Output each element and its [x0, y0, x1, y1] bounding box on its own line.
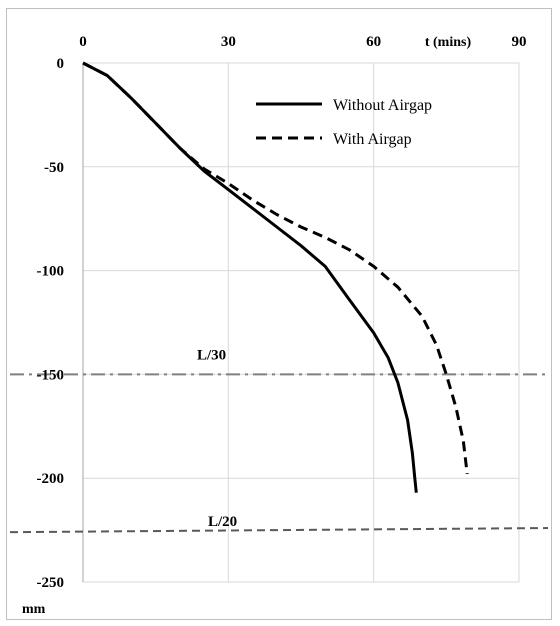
- reference-label-l20: L/20: [208, 514, 237, 530]
- reference-label-l30: L/30: [197, 347, 226, 363]
- x-tick-label: 90: [512, 34, 527, 50]
- x-tick-label: 30: [221, 34, 236, 50]
- series-line-without-airgap: [82, 61, 418, 493]
- data-series: [82, 61, 469, 493]
- legend-label-without-airgap: Without Airgap: [333, 97, 432, 114]
- reference-lines: L/30 L/20: [9, 347, 549, 534]
- tick-labels: 0 -50 -100 -150 -200 -250 0 30 60 90: [37, 34, 527, 591]
- reference-line-l20: [9, 527, 549, 534]
- legend: Without Airgap With Airgap: [256, 97, 432, 148]
- x-axis-label: t (mins): [425, 35, 472, 50]
- x-tick-label: 60: [366, 34, 381, 50]
- series-line-with-airgap: [82, 61, 469, 475]
- x-tick-label: 0: [79, 34, 87, 50]
- grid: [82, 62, 520, 583]
- y-tick-label: -250: [37, 575, 65, 591]
- legend-label-with-airgap: With Airgap: [333, 131, 412, 148]
- y-tick-label: -50: [44, 160, 64, 176]
- y-tick-label: 0: [57, 56, 65, 72]
- y-axis-label: mm: [22, 602, 46, 617]
- y-tick-label: -200: [37, 471, 65, 487]
- chart-frame: [6, 8, 552, 620]
- y-tick-label: -150: [37, 367, 65, 383]
- y-tick-label: -100: [37, 264, 65, 280]
